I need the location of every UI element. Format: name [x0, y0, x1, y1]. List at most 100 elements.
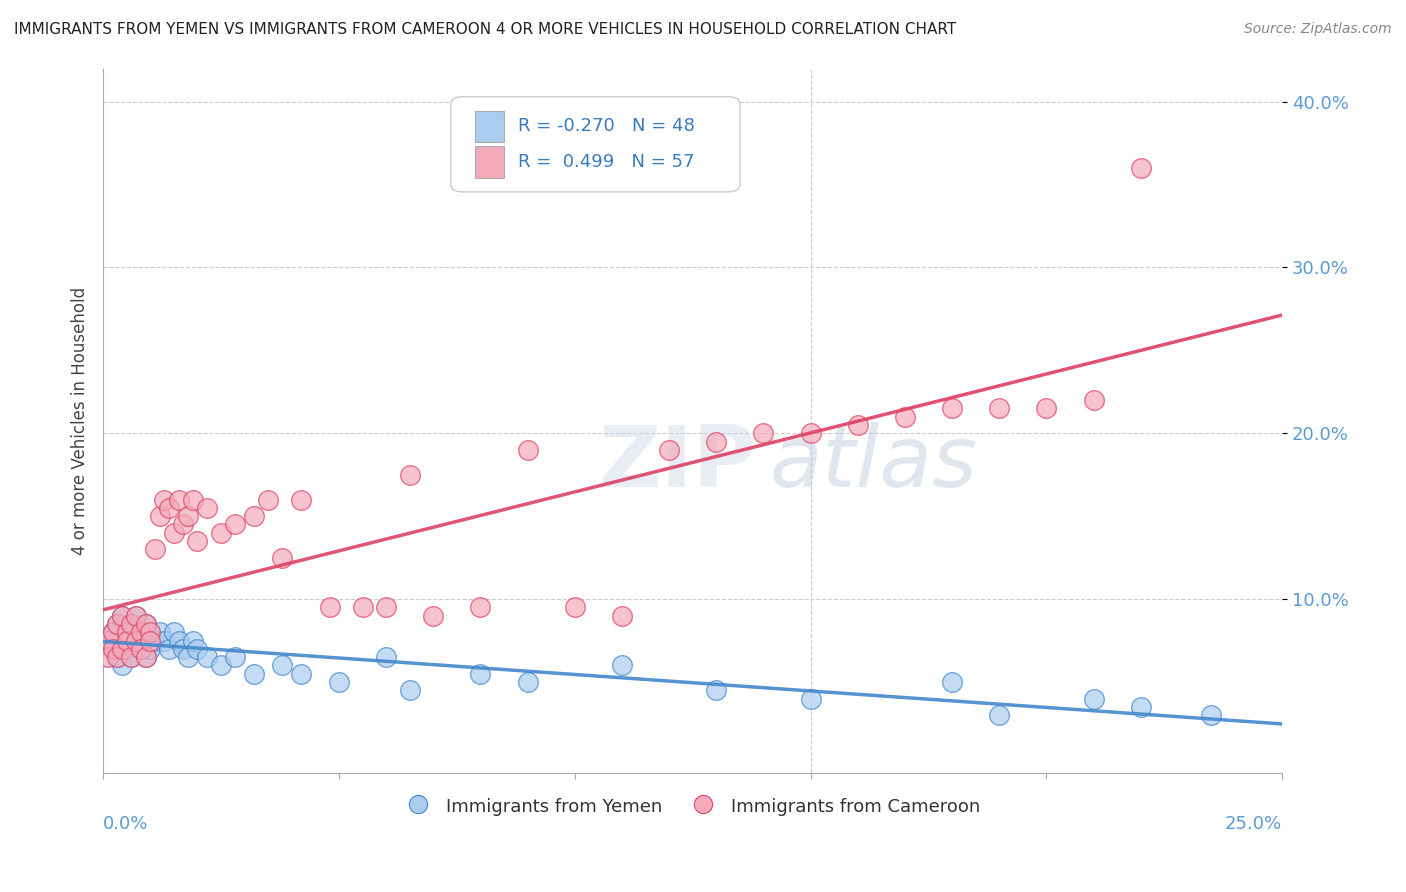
Point — [352, 600, 374, 615]
Point — [101, 625, 124, 640]
Point — [1035, 401, 1057, 416]
Point — [752, 426, 775, 441]
Point — [398, 683, 420, 698]
Point — [129, 625, 152, 640]
Point — [658, 442, 681, 457]
Point — [988, 401, 1011, 416]
Point — [120, 617, 142, 632]
Point — [195, 500, 218, 515]
Point — [271, 658, 294, 673]
Point — [120, 617, 142, 632]
Point — [139, 625, 162, 640]
Point — [139, 633, 162, 648]
Point — [105, 650, 128, 665]
Point — [257, 492, 280, 507]
Point — [139, 641, 162, 656]
Point — [209, 658, 232, 673]
Point — [1201, 708, 1223, 723]
Point — [125, 633, 148, 648]
Point — [115, 641, 138, 656]
Text: 25.0%: 25.0% — [1225, 815, 1282, 833]
Point — [135, 617, 157, 632]
Point — [470, 600, 492, 615]
Point — [375, 650, 398, 665]
Point — [564, 600, 586, 615]
Point — [186, 534, 208, 549]
Point — [328, 675, 350, 690]
Point — [181, 633, 204, 648]
Point — [375, 600, 398, 615]
Point — [125, 608, 148, 623]
Point — [800, 691, 823, 706]
Point — [177, 509, 200, 524]
Point — [157, 641, 180, 656]
Point — [167, 492, 190, 507]
Point — [516, 442, 538, 457]
Text: R = -0.270   N = 48: R = -0.270 N = 48 — [519, 118, 695, 136]
Point — [422, 608, 444, 623]
Point — [120, 650, 142, 665]
Point — [610, 658, 633, 673]
Point — [172, 641, 194, 656]
Point — [135, 650, 157, 665]
Point — [143, 633, 166, 648]
Point — [209, 525, 232, 540]
Point — [894, 409, 917, 424]
Point — [97, 650, 120, 665]
Point — [115, 625, 138, 640]
Point — [129, 641, 152, 656]
Text: 0.0%: 0.0% — [103, 815, 149, 833]
Point — [135, 617, 157, 632]
Point — [139, 625, 162, 640]
Point — [105, 650, 128, 665]
Point — [1083, 691, 1105, 706]
Point — [318, 600, 340, 615]
Point — [988, 708, 1011, 723]
Point — [610, 608, 633, 623]
Point — [101, 625, 124, 640]
Point — [704, 434, 727, 449]
Legend: Immigrants from Yemen, Immigrants from Cameroon: Immigrants from Yemen, Immigrants from C… — [398, 788, 988, 824]
Point — [157, 500, 180, 515]
Point — [290, 492, 312, 507]
Point — [97, 633, 120, 648]
Point — [224, 517, 246, 532]
Point — [163, 625, 186, 640]
Point — [1129, 699, 1152, 714]
Text: R =  0.499   N = 57: R = 0.499 N = 57 — [519, 153, 695, 171]
Point — [101, 641, 124, 656]
Point — [181, 492, 204, 507]
Point — [153, 492, 176, 507]
Point — [846, 417, 869, 432]
Bar — [475, 146, 503, 178]
Point — [153, 633, 176, 648]
Point — [149, 625, 172, 640]
Point — [125, 633, 148, 648]
Point — [1129, 161, 1152, 175]
FancyBboxPatch shape — [451, 96, 740, 192]
Point — [135, 650, 157, 665]
Point — [1083, 393, 1105, 408]
Point — [167, 633, 190, 648]
Point — [243, 509, 266, 524]
Point — [105, 617, 128, 632]
Point — [224, 650, 246, 665]
Point — [115, 625, 138, 640]
Point — [120, 650, 142, 665]
Point — [105, 617, 128, 632]
Point — [111, 608, 134, 623]
Text: ZIP: ZIP — [599, 422, 756, 505]
Point — [111, 658, 134, 673]
Point — [177, 650, 200, 665]
Point — [163, 525, 186, 540]
Bar — [475, 111, 503, 143]
Point — [172, 517, 194, 532]
Point — [115, 633, 138, 648]
Point — [941, 401, 963, 416]
Point — [800, 426, 823, 441]
Point — [143, 542, 166, 557]
Point — [101, 641, 124, 656]
Point — [271, 550, 294, 565]
Point — [195, 650, 218, 665]
Text: IMMIGRANTS FROM YEMEN VS IMMIGRANTS FROM CAMEROON 4 OR MORE VEHICLES IN HOUSEHOL: IMMIGRANTS FROM YEMEN VS IMMIGRANTS FROM… — [14, 22, 956, 37]
